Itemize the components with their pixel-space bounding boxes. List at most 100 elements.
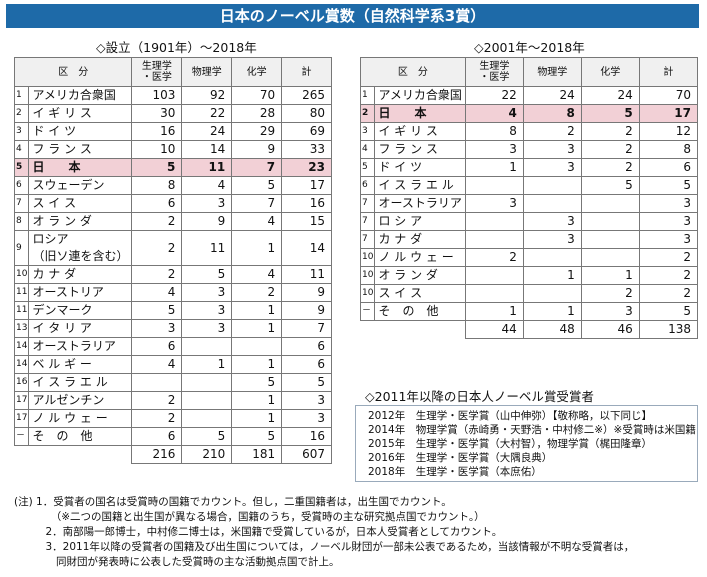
rank-cell: 6 — [13, 176, 30, 195]
value-cell: 7 — [231, 194, 283, 213]
value-cell: 16 — [131, 122, 183, 141]
value-cell: 6 — [281, 355, 332, 374]
value-cell: 3 — [181, 301, 233, 320]
rank-cell: 1 — [359, 86, 376, 105]
value-cell: 1 — [231, 230, 283, 266]
recent-line: 2016年 生理学・医学賞（大隅良典） — [368, 452, 553, 464]
value-cell: 33 — [281, 140, 332, 159]
value-cell: 5 — [181, 427, 233, 446]
country-cell: ベ ル ギ ー — [28, 355, 133, 374]
value-cell: 3 — [464, 194, 524, 213]
recent-line: 2014年 物理学賞（赤崎勇・天野浩・中村修二※）※受賞時は米国籍 — [368, 424, 696, 436]
value-cell: 1 — [231, 319, 283, 338]
rank-cell: 10 — [13, 265, 30, 284]
country-cell: ス イ ス — [374, 284, 466, 303]
rank-cell: 13 — [13, 319, 30, 338]
value-cell: 22 — [464, 86, 524, 105]
value-cell: 12 — [638, 122, 699, 141]
header-cell: 生理学 ・医学 — [131, 57, 183, 87]
recent-line: 2012年 生理学・医学賞（山中伸弥）【敬称略，以下同じ】 — [368, 410, 652, 422]
value-cell: 3 — [522, 212, 582, 231]
value-cell: 3 — [131, 319, 183, 338]
value-cell: 14 — [281, 230, 332, 266]
rank-cell: 1 — [13, 86, 30, 105]
country-cell: オ ラ ン ダ — [374, 266, 466, 285]
table-row: －そ の 他 6 5 5 16 — [13, 427, 332, 446]
total-cell: 607 — [281, 445, 332, 464]
header-cell: 物理学 — [181, 57, 233, 87]
value-cell: 5 — [131, 158, 183, 177]
value-cell — [580, 230, 640, 249]
rank-cell: 3 — [13, 122, 30, 141]
value-cell: 8 — [638, 140, 699, 159]
total-cell: 46 — [580, 320, 640, 339]
value-cell — [181, 373, 233, 392]
value-cell: 5 — [231, 176, 283, 195]
value-cell: 30 — [131, 104, 183, 123]
recent-line: 2018年 生理学・医学賞（本庶佑） — [368, 466, 542, 478]
value-cell: 6 — [131, 194, 183, 213]
value-cell: 5 — [638, 176, 699, 195]
value-cell: 24 — [580, 86, 640, 105]
total-cell: 44 — [464, 320, 524, 339]
value-cell: 7 — [281, 319, 332, 338]
value-cell: 4 — [131, 283, 183, 302]
header-cell: 化学 — [231, 57, 283, 87]
header-cell: 化学 — [580, 57, 640, 87]
value-cell: 3 — [522, 230, 582, 249]
value-cell: 1 — [580, 266, 640, 285]
country-cell: ス イ ス — [28, 194, 133, 213]
value-cell: 15 — [281, 212, 332, 231]
value-cell: 2 — [131, 230, 183, 266]
right-subtitle: ◇2001年〜2018年 — [474, 40, 585, 55]
value-cell: 9 — [181, 212, 233, 231]
value-cell: 5 — [638, 302, 699, 321]
rank-cell: 4 — [359, 140, 376, 159]
value-cell — [522, 194, 582, 213]
value-cell: 11 — [181, 158, 233, 177]
value-cell — [181, 409, 233, 428]
total-cell: 181 — [231, 445, 283, 464]
value-cell: 2 — [231, 283, 283, 302]
value-cell: 1 — [522, 302, 582, 321]
value-cell: 3 — [281, 391, 332, 410]
header-cell: 計 — [638, 57, 699, 87]
rank-cell: － — [359, 302, 376, 321]
value-cell: 1 — [231, 301, 283, 320]
value-cell: 1 — [522, 266, 582, 285]
value-cell: 14 — [181, 140, 233, 159]
value-cell: 16 — [281, 427, 332, 446]
value-cell: 2 — [522, 122, 582, 141]
value-cell: 2 — [580, 158, 640, 177]
value-cell — [181, 337, 233, 356]
value-cell: 1 — [231, 409, 283, 428]
rank-cell: 14 — [13, 337, 30, 356]
table-row: 1 アメリカ合衆国 22 24 24 70 — [359, 86, 699, 105]
value-cell: 24 — [181, 122, 233, 141]
country-cell: ド イ ツ — [374, 158, 466, 177]
value-cell: 22 — [181, 104, 233, 123]
country-cell: ロシア （旧ソ連を含む） — [28, 230, 133, 266]
value-cell — [464, 266, 524, 285]
left-subtitle: ◇設立（1901年）〜2018年 — [96, 40, 257, 55]
header-cell: 計 — [281, 57, 332, 87]
country-cell: ド イ ツ — [28, 122, 133, 141]
table-row: 10 カ ナ ダ 2 5 4 11 — [13, 265, 332, 284]
value-cell: 70 — [638, 86, 699, 105]
table-row: 11 オーストリア 4 3 2 9 — [13, 283, 332, 302]
country-cell: アメリカ合衆国 — [28, 86, 133, 105]
value-cell: 3 — [638, 194, 699, 213]
header-cell: 物理学 — [522, 57, 582, 87]
country-cell: 日 本 — [28, 158, 133, 177]
country-cell: イ タ リ ア — [28, 319, 133, 338]
rank-cell: 7 — [13, 194, 30, 213]
value-cell: 3 — [281, 409, 332, 428]
value-cell: 103 — [131, 86, 183, 105]
